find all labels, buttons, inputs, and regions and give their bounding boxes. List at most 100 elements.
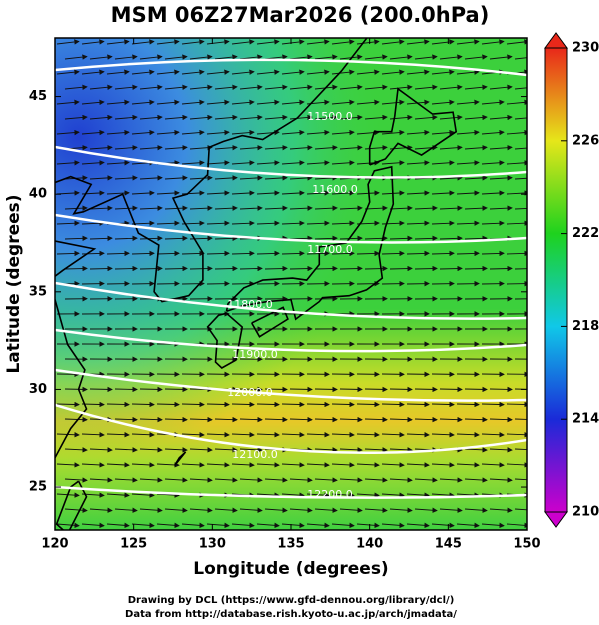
wind-arrow xyxy=(214,175,238,181)
wind-arrow xyxy=(356,250,380,257)
contour-label: 11900.0 xyxy=(232,348,278,361)
contour-label: 12100.0 xyxy=(232,448,278,461)
wind-arrow xyxy=(331,39,355,45)
wind-arrow xyxy=(81,462,105,468)
wind-arrow xyxy=(206,39,230,45)
wind-arrow xyxy=(514,87,527,90)
wind-arrow xyxy=(64,507,88,513)
wind-arrow xyxy=(431,462,455,468)
colorbar-tick-label: 210 xyxy=(572,505,599,520)
wind-arrow xyxy=(356,462,380,468)
wind-arrow xyxy=(331,220,355,226)
wind-arrow xyxy=(439,205,463,211)
wind-arrow xyxy=(231,462,255,468)
wind-arrow xyxy=(131,401,155,408)
wind-arrow xyxy=(231,401,255,408)
wind-arrow xyxy=(465,539,487,541)
wind-arrow xyxy=(281,129,305,136)
y-tick-label: 45 xyxy=(29,89,47,104)
wind-arrow xyxy=(64,114,88,121)
wind-arrow xyxy=(364,205,388,211)
x-tick-label: 150 xyxy=(513,537,540,552)
wind-arrow xyxy=(514,418,527,420)
wind-arrow xyxy=(89,114,113,121)
wind-arrow xyxy=(214,54,238,60)
wind-arrow xyxy=(364,54,388,60)
wind-arrow xyxy=(464,477,488,483)
wind-arrow xyxy=(306,220,330,226)
wind-arrow xyxy=(356,432,380,438)
wind-arrow xyxy=(56,220,80,226)
y-tick-label: 35 xyxy=(29,284,47,299)
x-axis-label: Longitude (degrees) xyxy=(193,559,388,579)
wind-arrow xyxy=(339,477,363,483)
wind-arrow xyxy=(356,69,380,75)
wind-arrow xyxy=(464,144,488,151)
wind-arrow xyxy=(506,160,527,166)
colorbar-tick-label: 218 xyxy=(572,319,599,334)
wind-arrow xyxy=(406,160,430,166)
wind-arrow xyxy=(481,250,505,257)
contours xyxy=(55,58,527,499)
wind-arrow xyxy=(314,265,338,272)
wind-arrow xyxy=(356,129,380,136)
wind-arrow xyxy=(231,190,255,196)
wind-arrow xyxy=(489,144,513,151)
wind-arrow xyxy=(281,69,305,75)
wind-arrow xyxy=(114,114,138,121)
wind-arrow xyxy=(114,235,138,242)
wind-arrow xyxy=(306,492,330,498)
wind-arrow xyxy=(239,114,263,121)
wind-arrow xyxy=(381,401,405,408)
wind-arrow xyxy=(481,462,505,468)
wind-vectors xyxy=(56,39,527,541)
wind-arrow xyxy=(514,177,527,180)
wind-arrow xyxy=(240,539,262,541)
wind-arrow xyxy=(156,220,180,226)
wind-arrow xyxy=(364,447,388,453)
wind-arrow xyxy=(514,448,527,451)
y-axis-label: Latitude (degrees) xyxy=(4,194,24,373)
wind-arrow xyxy=(239,144,263,151)
wind-arrow xyxy=(256,250,280,257)
wind-arrow xyxy=(306,39,330,45)
wind-arrow xyxy=(56,39,80,45)
wind-arrow xyxy=(439,477,463,483)
wind-arrow xyxy=(64,265,88,272)
wind-arrow xyxy=(239,265,263,272)
wind-arrow xyxy=(306,401,330,408)
wind-arrow xyxy=(64,54,88,60)
wind-arrow xyxy=(506,190,527,196)
contour-label: 11600.0 xyxy=(312,183,358,196)
plot-area xyxy=(55,38,527,541)
wind-arrow xyxy=(239,507,263,513)
wind-arrow xyxy=(89,205,113,211)
coast-line xyxy=(55,480,88,530)
wind-arrow xyxy=(489,447,513,453)
wind-arrow xyxy=(189,144,213,151)
wind-arrow xyxy=(206,432,230,438)
wind-arrow xyxy=(514,57,527,60)
wind-arrow xyxy=(189,84,213,90)
wind-arrow xyxy=(106,69,130,75)
wind-arrow xyxy=(214,265,238,272)
wind-arrow xyxy=(114,416,138,423)
wind-arrow xyxy=(106,522,130,529)
wind-arrow xyxy=(139,265,163,272)
wind-arrow xyxy=(289,235,313,242)
wind-arrow xyxy=(331,401,355,408)
wind-arrow xyxy=(314,477,338,483)
wind-arrow xyxy=(339,144,363,151)
wind-arrow xyxy=(214,235,238,242)
wind-arrow xyxy=(389,84,413,90)
wind-arrow xyxy=(381,99,405,106)
wind-arrow xyxy=(264,175,288,181)
wind-arrow xyxy=(256,220,280,226)
wind-arrow xyxy=(106,190,130,196)
wind-arrow xyxy=(306,522,330,529)
wind-arrow xyxy=(89,235,113,242)
coast-line xyxy=(55,299,88,459)
wind-arrow xyxy=(90,539,112,541)
wind-arrow xyxy=(514,147,527,150)
wind-arrow xyxy=(431,250,455,257)
